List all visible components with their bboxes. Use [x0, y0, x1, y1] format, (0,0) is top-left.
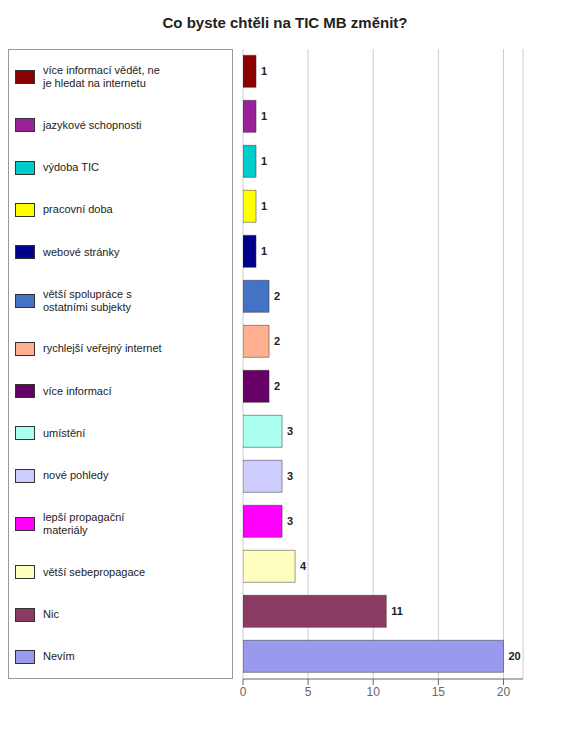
- svg-text:3: 3: [287, 470, 293, 482]
- html-text:Co byste chtěli na TIC MB změn: Co byste chtěli na TIC MB změnit?: [162, 14, 408, 31]
- svg-text:2: 2: [274, 335, 280, 347]
- html-text:webové stránky: webové stránky: [43, 245, 120, 258]
- svg-text:1: 1: [261, 110, 267, 122]
- html-text:jazykové schopnosti: jazykové schopnosti: [43, 118, 142, 131]
- svg-text:20: 20: [497, 685, 511, 699]
- html-text:větší spolupráce s ostatními s: větší spolupráce s ostatními subjekty: [43, 287, 132, 313]
- svg-text:2: 2: [274, 380, 280, 392]
- svg-text:3: 3: [287, 425, 293, 437]
- svg-text:0: 0: [240, 685, 247, 699]
- svg-text:1: 1: [261, 65, 267, 77]
- svg-text:10: 10: [367, 685, 381, 699]
- svg-text:2: 2: [274, 290, 280, 302]
- svg-text:20: 20: [508, 650, 520, 662]
- html-text:pracovní doba: pracovní doba: [43, 203, 113, 216]
- html-text:větší sebepropagace: větší sebepropagace: [43, 565, 146, 578]
- html-text:Nic: Nic: [43, 608, 59, 620]
- svg-text:1: 1: [261, 155, 267, 167]
- html-text:výdoba TIC: výdoba TIC: [43, 161, 100, 174]
- html-text:více informací: více informací: [43, 384, 112, 397]
- html-text:lepší propagační materiály: lepší propagační materiály: [43, 511, 125, 536]
- svg-text:1: 1: [261, 245, 267, 257]
- svg-text:4: 4: [300, 560, 307, 572]
- html-text:Nevím: Nevím: [43, 650, 75, 663]
- svg-text:5: 5: [305, 685, 312, 699]
- svg-text:11: 11: [391, 605, 403, 617]
- html-text:rychlejší veřejný internet: rychlejší veřejný internet: [43, 342, 162, 355]
- svg-text:15: 15: [432, 685, 446, 699]
- svg-text:1: 1: [261, 200, 267, 212]
- html-text:nové pohledy: nové pohledy: [43, 469, 109, 482]
- html-text:více informací vědět, ne je hl: více informací vědět, ne je hledat na in…: [43, 64, 160, 90]
- svg-text:3: 3: [287, 515, 293, 527]
- html-text:umístění: umístění: [43, 426, 86, 439]
